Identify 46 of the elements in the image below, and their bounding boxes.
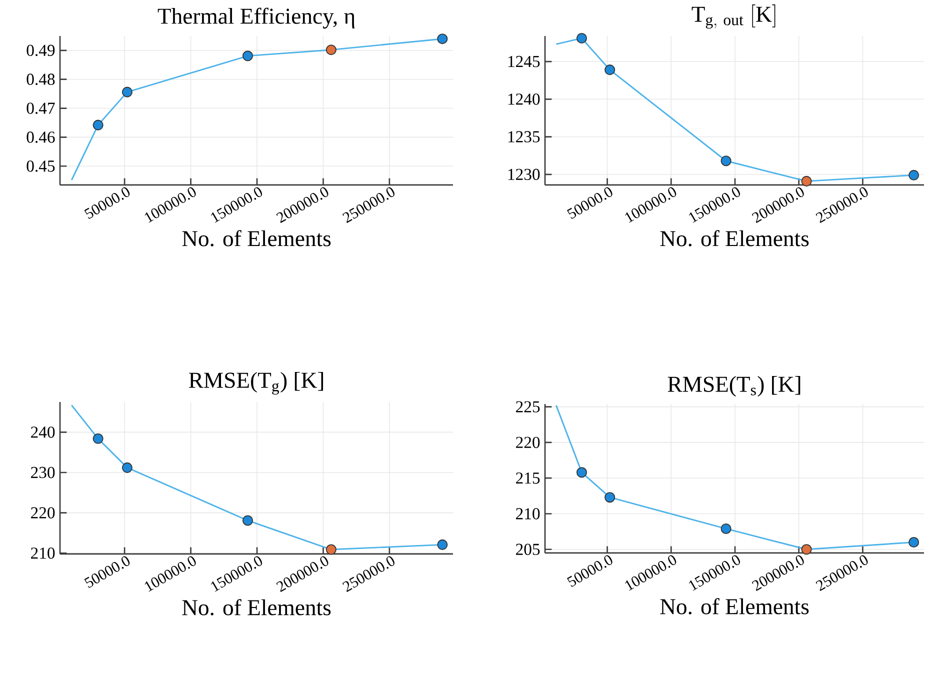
point — [801, 176, 812, 186]
point — [908, 537, 920, 548]
point — [122, 462, 132, 473]
y-tick-label: 230 — [31, 466, 55, 478]
point — [242, 515, 253, 526]
y-tick-label: 0.48 — [26, 74, 55, 86]
y-tick-label: 1235 — [508, 131, 540, 142]
point — [92, 120, 104, 130]
y-tick-label: 220 — [516, 436, 540, 448]
y-tick-label: 0.49 — [26, 44, 55, 56]
y-tick-label: 0.45 — [26, 160, 55, 172]
chart-title: Thermal Efficiency, η — [158, 8, 354, 29]
y-tick-label: 0.46 — [26, 132, 55, 143]
point — [326, 44, 336, 56]
x-axis-title: No. of Elements — [182, 230, 331, 246]
y-tick-label: 215 — [516, 472, 540, 484]
y-tick-label: 1240 — [508, 94, 540, 105]
y-tick-label: 0.47 — [26, 102, 55, 114]
point — [326, 544, 336, 555]
y-tick-label: 1245 — [508, 56, 540, 68]
y-tick-label: 220 — [31, 507, 55, 518]
y-tick-label: 205 — [516, 544, 540, 556]
point — [437, 34, 448, 44]
y-tick-label: 210 — [516, 508, 540, 520]
point — [604, 64, 616, 76]
point — [437, 539, 448, 550]
point — [576, 467, 587, 478]
y-tick-label: 240 — [31, 426, 55, 438]
point — [92, 433, 104, 444]
chart-title: RMSE(T$_{s}$) [K] — [668, 376, 800, 397]
point — [908, 170, 920, 180]
y-tick-label: 1230 — [508, 168, 540, 180]
point — [801, 544, 812, 555]
x-axis-title: No. of Elements — [660, 598, 809, 614]
y-tick-label: 210 — [31, 548, 55, 559]
point — [720, 156, 732, 166]
point — [720, 523, 732, 534]
y-tick-label: 225 — [516, 401, 540, 412]
point — [242, 50, 253, 62]
x-axis-title: No. of Elements — [182, 599, 331, 616]
point — [576, 32, 587, 44]
chart-title: RMSE(T$_{g}$) [K] — [188, 372, 324, 395]
point — [604, 492, 616, 503]
chart-title: $\mathrm{T}_{\mathrm{g,\ out}}\ [\mathrm{K}]$ — [692, 4, 776, 29]
x-axis-title: No. of Elements — [660, 230, 809, 246]
point — [122, 86, 132, 98]
